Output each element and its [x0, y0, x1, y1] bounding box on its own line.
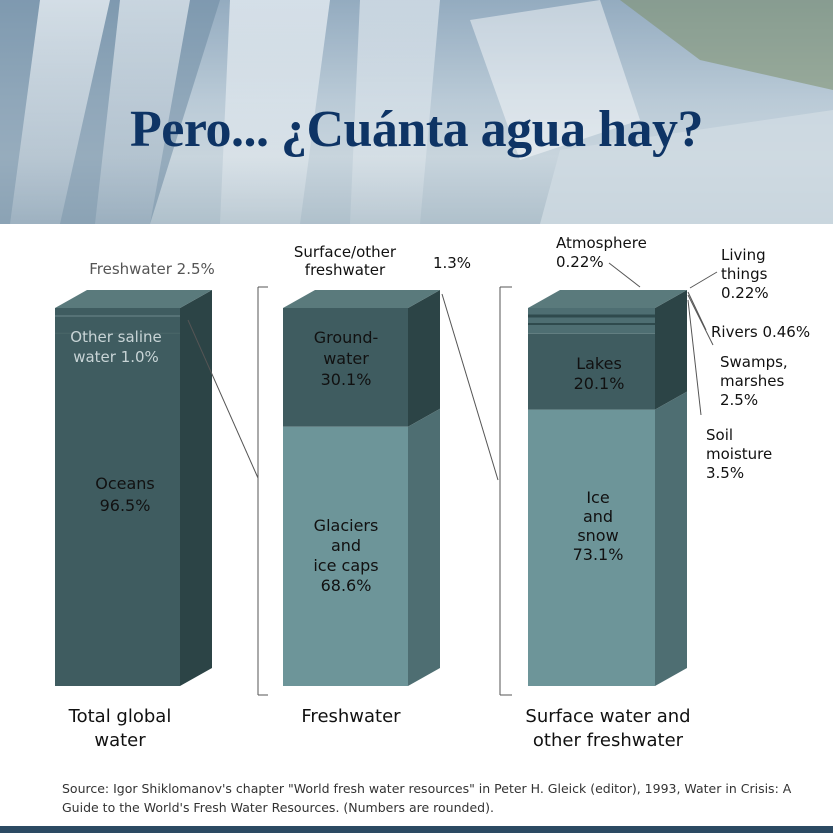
segment-value-surface-other: 1.3%: [433, 254, 471, 272]
bars-layer: [55, 262, 718, 696]
bar-surface-ice-front: [528, 409, 655, 686]
category-label-surface: Surface water and other freshwater: [525, 706, 690, 751]
bar-surface-upper-side: [655, 290, 687, 410]
connector-line: [441, 293, 499, 481]
bar-surface-ice-side: [655, 391, 687, 686]
segment-label-freshwater: Freshwater 2.5%: [89, 260, 215, 278]
segment-label-ice-snow: Ice and snow 73.1%: [573, 488, 624, 564]
bar-fresh-ground-side: [408, 290, 440, 427]
bar-surface-top: [528, 290, 687, 308]
bar-fresh-glacier-side: [408, 408, 440, 686]
segment-label-surface-other: Surface/other freshwater: [294, 243, 397, 279]
segment-label-swamps: Swamps, marshes 2.5%: [720, 353, 788, 409]
bar-fresh-top: [283, 290, 440, 308]
bar-total-top: [55, 290, 212, 308]
segment-label-lakes: Lakes 20.1%: [574, 354, 625, 393]
bar-fresh-ground-front: [283, 308, 408, 427]
leader-line-living: [689, 271, 718, 289]
connector-line: [187, 319, 259, 479]
segment-label-soil-moisture: Soil moisture 3.5%: [706, 426, 772, 482]
category-label-freshwater: Freshwater: [301, 706, 401, 727]
bar-surface-small-front: [528, 308, 655, 334]
bar-total-side: [180, 290, 212, 686]
segment-label-living-things: Living things 0.22%: [721, 246, 769, 302]
source-citation: Source: Igor Shiklomanov's chapter "Worl…: [62, 781, 792, 815]
waterfall-banner: Pero... ¿Cuánta agua hay?: [0, 0, 833, 224]
bar-fresh-glacier-front: [283, 426, 408, 686]
bottom-rule: [0, 826, 833, 833]
segment-label-rivers: Rivers 0.46%: [711, 323, 810, 341]
segment-label-oceans: Oceans 96.5%: [95, 474, 155, 515]
leader-line-soil: [687, 299, 702, 416]
segment-label-groundwater: Ground-water 30.1%: [314, 328, 379, 389]
water-distribution-chart: Oceans 96.5% Other saline water 1.0% Freshwa…: [55, 234, 810, 751]
leader-line-atmosphere: [608, 262, 641, 288]
leader-line-swamps: [687, 294, 714, 346]
segment-label-other-saline: Other saline water 1.0%: [70, 328, 161, 366]
slide-title: Pero... ¿Cuánta agua hay?: [129, 101, 704, 158]
leader-line-rivers: [687, 291, 707, 331]
waterfall-image: [0, 0, 833, 224]
segment-label-glaciers: Glaciers and ice caps 68.6%: [313, 516, 378, 595]
category-label-total: Total global water: [68, 706, 172, 751]
bar-total-front: [55, 308, 180, 686]
segment-label-atmosphere: Atmosphere 0.22%: [556, 234, 647, 271]
bar-surface-lakes-front: [528, 333, 655, 410]
labels-layer: Oceans 96.5% Other saline water 1.0% Freshwa…: [68, 234, 810, 751]
